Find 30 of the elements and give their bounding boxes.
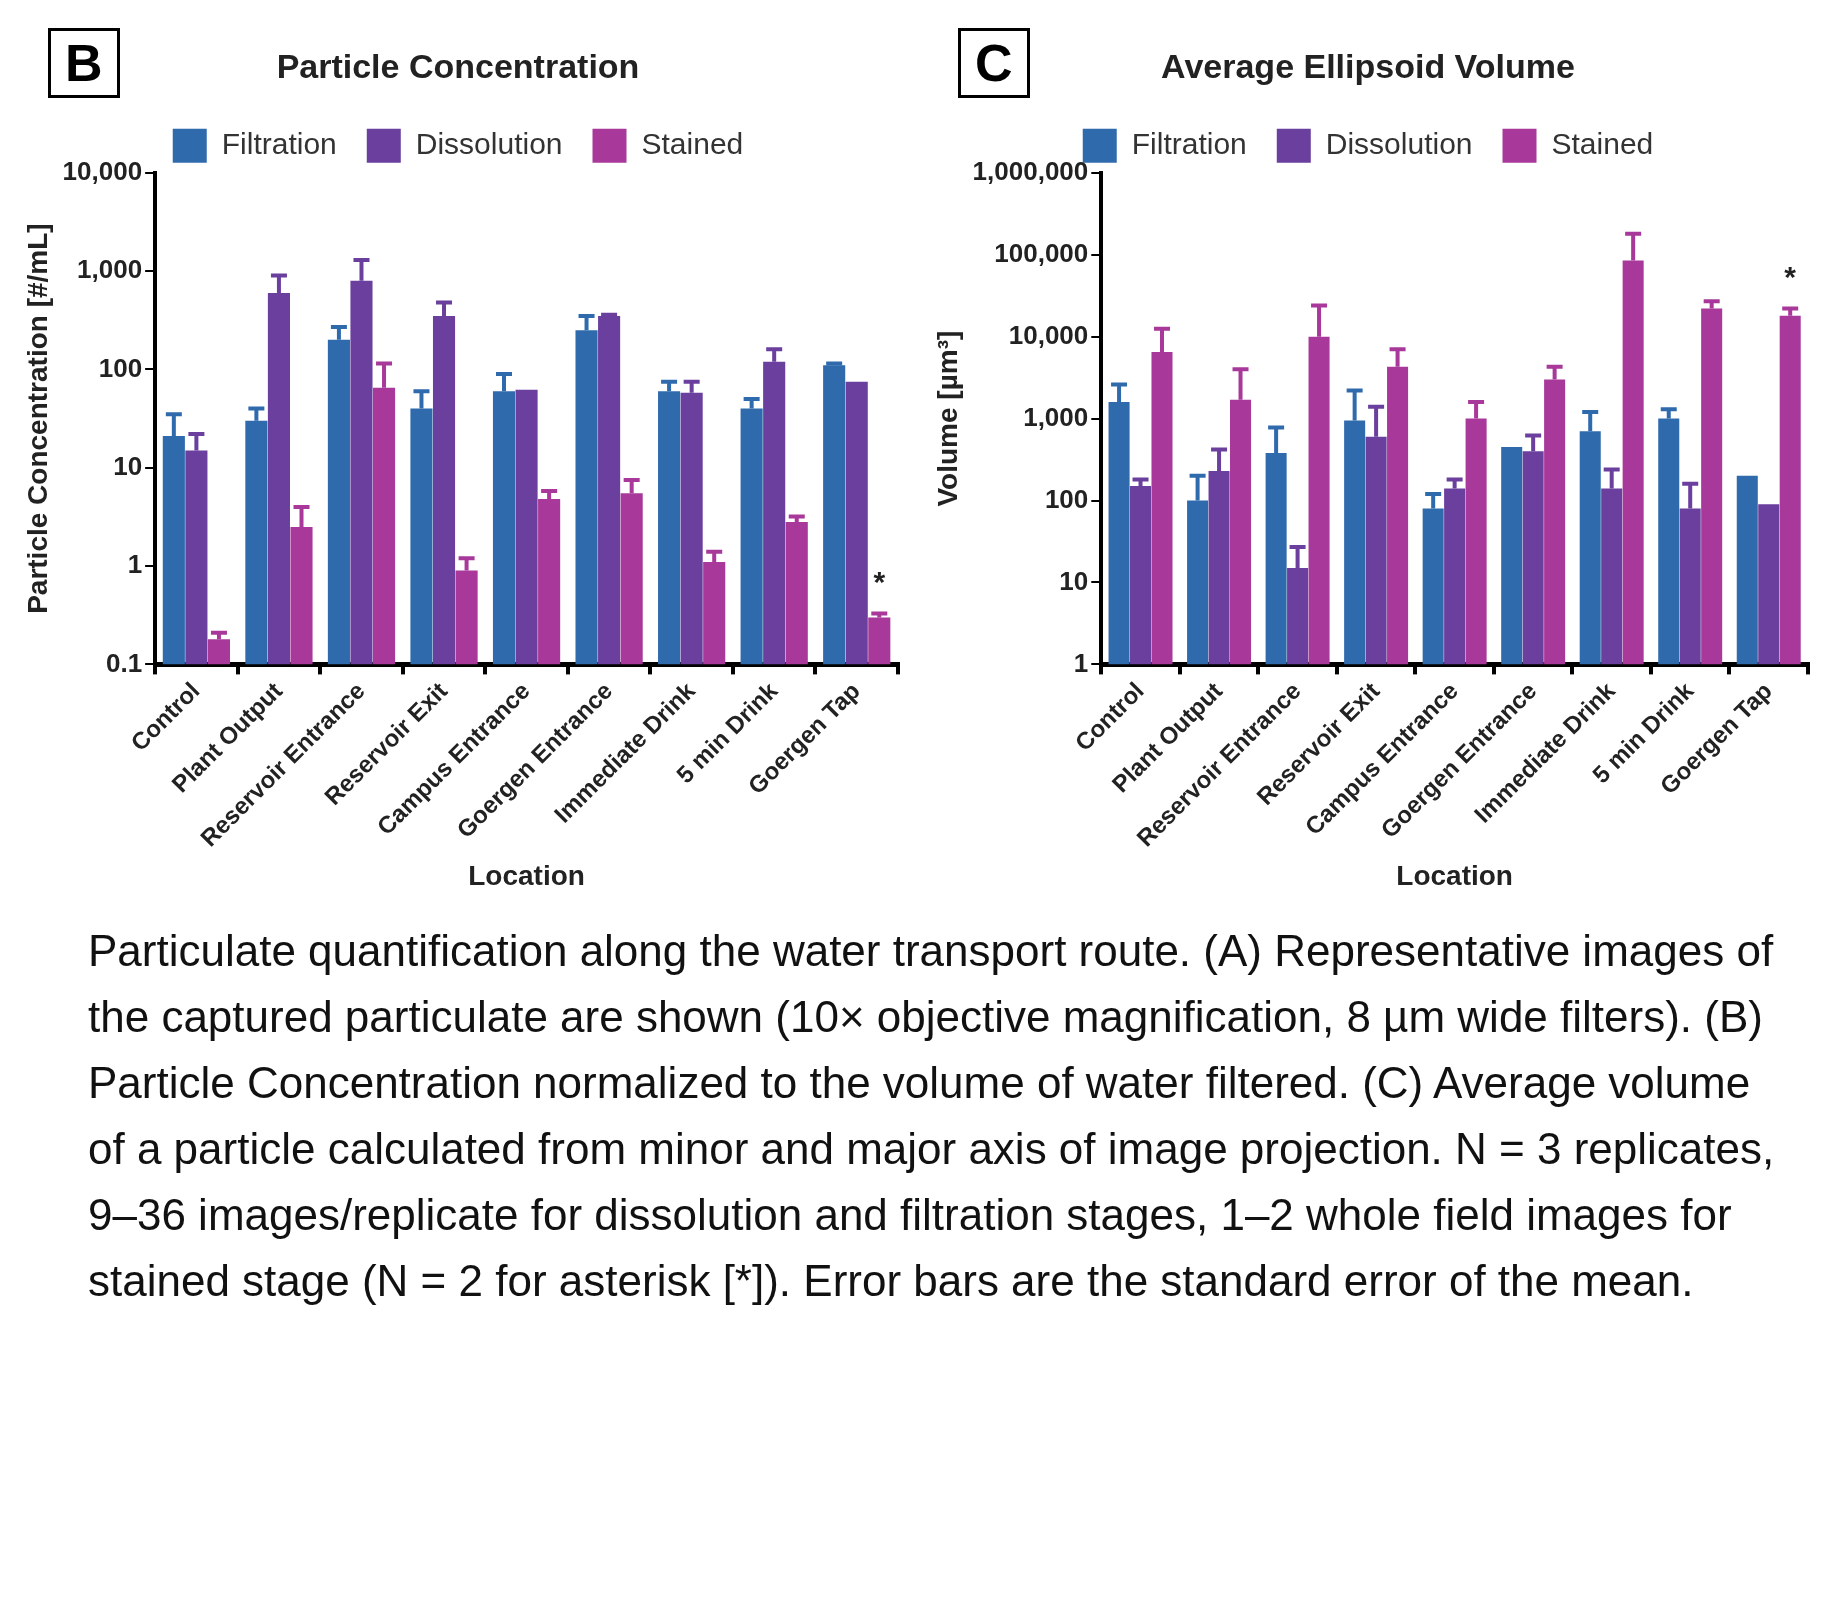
legend-label: Dissolution	[415, 127, 563, 161]
annotation: *	[873, 564, 886, 598]
chart-title: Particle Concentration	[276, 46, 640, 85]
annotation: *	[1784, 259, 1797, 293]
legend-label: Stained	[1551, 127, 1654, 161]
y-tick-label: 1	[127, 549, 143, 580]
y-tick-label: 0.1	[105, 647, 143, 678]
y-tick-label: 10,000	[62, 155, 143, 186]
legend-label: Dissolution	[1325, 127, 1473, 161]
y-tick-label: 1	[1073, 647, 1089, 678]
y-tick-label: 10	[113, 450, 143, 481]
y-tick-label: 10	[1059, 565, 1089, 596]
y-axis-title: Volume [µm³]	[931, 330, 963, 507]
y-tick-label: 1,000,000	[972, 155, 1089, 186]
y-tick-label: 10,000	[1008, 319, 1089, 350]
y-tick-label: 1,000	[1023, 401, 1089, 432]
x-axis-title: Location	[1396, 859, 1513, 891]
legend-label: Filtration	[221, 127, 337, 161]
text: B	[48, 28, 120, 98]
chart-title: Average Ellipsoid Volume	[1161, 46, 1575, 85]
text: Particulate quantification along the water transport route. (A) Representative images of the captured particulate are shown (10× objective magnification, 8 µm wide filters). (B) Particle Concentration normalized to the volume of water filtered. (C) Average volume of a particle calculated from minor and major axis of image projection. N = 3 replicates, 9–36 images/replicate for dissolution and filtration stages, 1–2 whole field images for stained stage (N = 2 for asterisk [*]). Error bars are the standard error of the mean.	[88, 925, 1776, 1307]
legend-label: Filtration	[1131, 127, 1247, 161]
x-axis-title: Location	[468, 859, 585, 891]
y-axis-title: Particle Concentration [#/mL]	[21, 223, 53, 614]
y-tick-label: 100	[1044, 483, 1089, 514]
y-tick-label: 100,000	[994, 237, 1089, 268]
y-tick-label: 1,000	[77, 254, 143, 285]
text: C	[958, 28, 1030, 98]
y-tick-label: 100	[98, 352, 143, 383]
legend-label: Stained	[641, 127, 744, 161]
